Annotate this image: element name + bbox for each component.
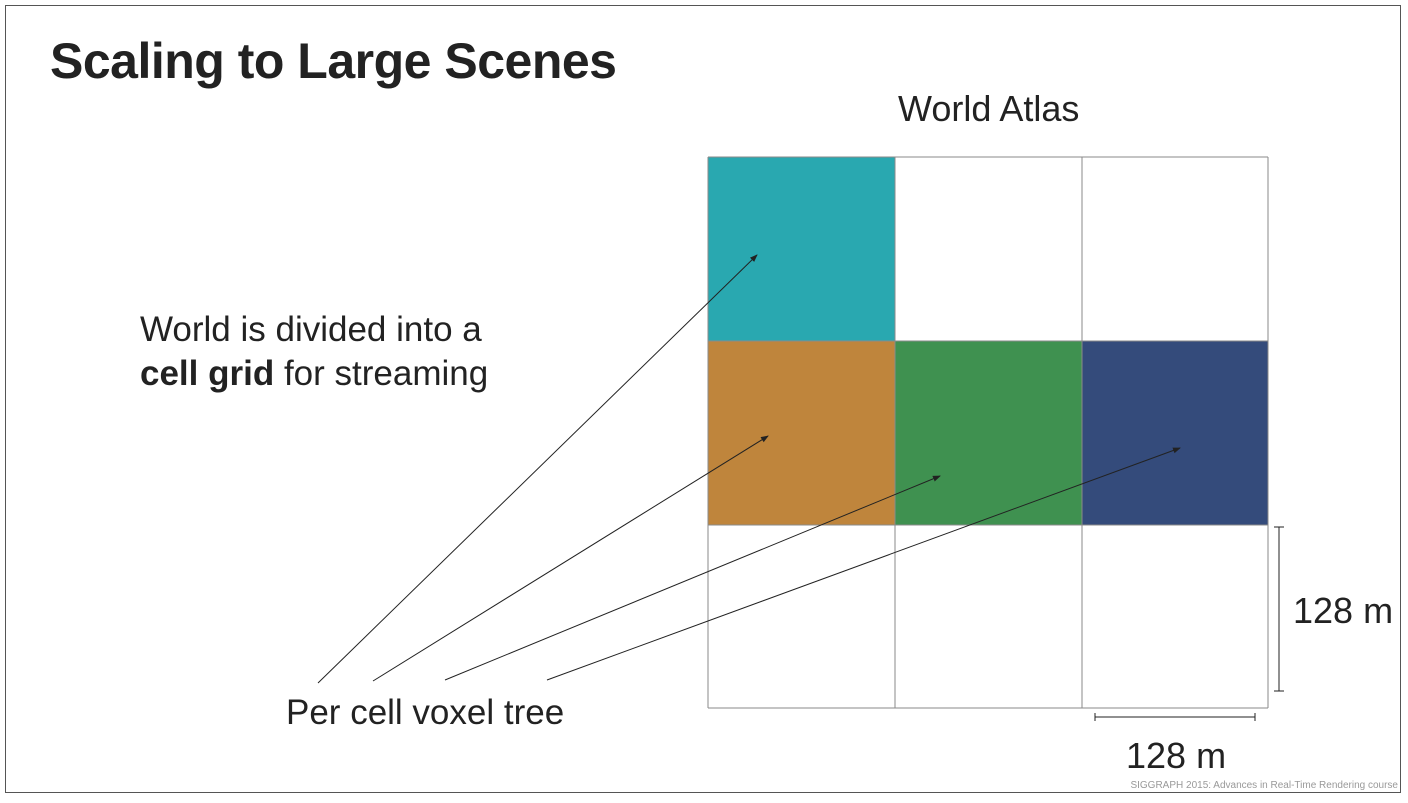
world-atlas-label: World Atlas xyxy=(898,88,1080,129)
description-bold: cell grid xyxy=(140,354,275,393)
per-cell-voxel-tree-label: Per cell voxel tree xyxy=(286,693,565,732)
cell-navy xyxy=(1082,341,1268,525)
arrow-to-orange-cell xyxy=(372,435,769,682)
dimension-vertical-marker xyxy=(1274,526,1284,692)
arrow-to-teal-cell xyxy=(317,254,758,684)
cell-teal xyxy=(708,157,895,341)
cell-orange xyxy=(708,341,895,525)
slide-frame xyxy=(5,5,1401,793)
dimension-vertical-label: 128 m xyxy=(1293,590,1394,631)
description-text: World is divided into a cell grid for st… xyxy=(140,308,488,396)
atlas-grid-lines xyxy=(707,156,1269,709)
slide-title: Scaling to Large Scenes xyxy=(50,33,617,89)
dimension-horizontal-marker xyxy=(1094,713,1256,721)
arrow-to-navy-cell xyxy=(546,447,1181,681)
description-line-1: World is divided into a xyxy=(140,310,482,349)
cell-green xyxy=(895,341,1082,525)
footer-credit: SIGGRAPH 2015: Advances in Real-Time Ren… xyxy=(1130,780,1398,791)
description-line-2: for streaming xyxy=(274,354,489,393)
arrow-to-green-cell xyxy=(444,475,941,681)
voxel-tree-arrows xyxy=(317,254,1181,684)
dimension-horizontal-label: 128 m xyxy=(1126,735,1227,776)
